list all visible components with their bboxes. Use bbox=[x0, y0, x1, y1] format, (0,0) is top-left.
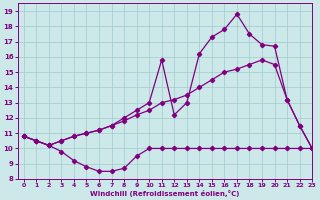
X-axis label: Windchill (Refroidissement éolien,°C): Windchill (Refroidissement éolien,°C) bbox=[90, 190, 240, 197]
